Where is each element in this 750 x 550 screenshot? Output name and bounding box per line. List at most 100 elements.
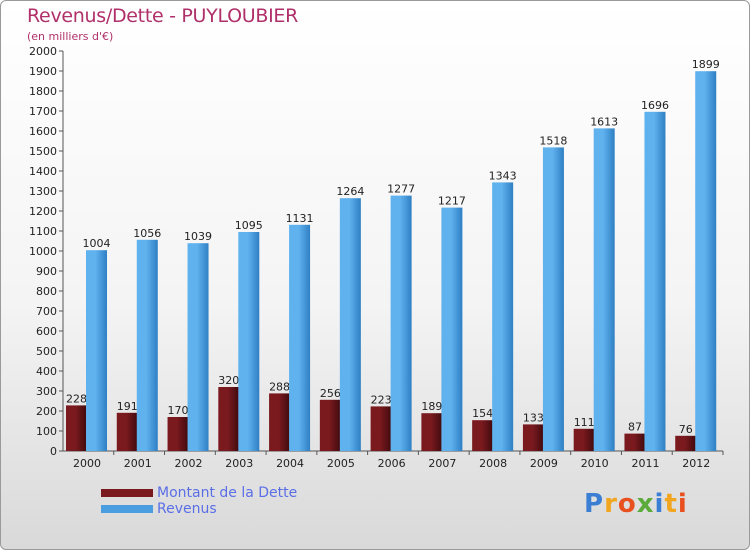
data-label-dette: 170 bbox=[168, 404, 189, 417]
y-tick-label: 1400 bbox=[29, 165, 57, 178]
data-label-dette: 320 bbox=[218, 374, 239, 387]
bar-revenus bbox=[339, 198, 361, 451]
bar-revenus bbox=[644, 111, 666, 452]
logo-letter: i bbox=[677, 489, 688, 519]
y-tick-label: 800 bbox=[36, 285, 57, 298]
bar-dette bbox=[218, 387, 240, 451]
legend-label-revenus: Revenus bbox=[157, 501, 217, 517]
y-tick-label: 1900 bbox=[29, 65, 57, 78]
data-label-revenus: 1095 bbox=[235, 219, 263, 232]
x-tick-label: 2005 bbox=[327, 457, 355, 470]
bar-revenus bbox=[136, 239, 158, 451]
data-label-revenus: 1696 bbox=[641, 99, 669, 112]
y-tick-label: 1300 bbox=[29, 185, 57, 198]
bar-revenus bbox=[238, 232, 260, 451]
logo-letter: P bbox=[584, 489, 605, 519]
y-tick-label: 2000 bbox=[29, 45, 57, 58]
y-tick-label: 1700 bbox=[29, 105, 57, 118]
bar-revenus bbox=[492, 182, 514, 451]
bar-dette bbox=[624, 433, 646, 451]
y-tick-label: 900 bbox=[36, 265, 57, 278]
data-label-dette: 133 bbox=[523, 411, 544, 424]
bar-revenus bbox=[695, 71, 717, 451]
bar-dette bbox=[116, 412, 138, 451]
chart-title: Revenus/Dette - PUYLOUBIER bbox=[27, 5, 298, 27]
data-label-revenus: 1217 bbox=[438, 195, 466, 208]
chart-subtitle: (en milliers d'€) bbox=[27, 30, 114, 43]
x-tick-label: 2006 bbox=[378, 457, 406, 470]
x-tick-label: 2004 bbox=[276, 457, 304, 470]
data-label-dette: 228 bbox=[66, 392, 87, 405]
y-tick-label: 0 bbox=[50, 445, 57, 458]
data-label-dette: 87 bbox=[628, 421, 642, 434]
logo-letter: r bbox=[604, 489, 618, 519]
bar-dette bbox=[66, 405, 87, 451]
bar-dette bbox=[269, 393, 291, 451]
bar-dette bbox=[167, 417, 189, 451]
y-tick-label: 1800 bbox=[29, 85, 57, 98]
x-tick-label: 2001 bbox=[124, 457, 152, 470]
bar-dette bbox=[472, 420, 494, 451]
y-tick-label: 700 bbox=[36, 305, 57, 318]
x-tick-label: 2008 bbox=[479, 457, 507, 470]
data-label-revenus: 1613 bbox=[590, 115, 618, 128]
data-label-revenus: 1004 bbox=[83, 237, 111, 250]
bar-dette bbox=[370, 406, 392, 451]
data-label-dette: 288 bbox=[269, 380, 290, 393]
bar-dette bbox=[522, 424, 544, 451]
data-label-revenus: 1343 bbox=[489, 169, 517, 182]
y-tick-label: 1600 bbox=[29, 125, 57, 138]
logo-letter: x bbox=[636, 489, 655, 519]
x-tick-label: 2002 bbox=[175, 457, 203, 470]
bar-dette bbox=[573, 428, 595, 451]
data-label-revenus: 1277 bbox=[387, 183, 415, 196]
logo-letter: t bbox=[664, 489, 678, 519]
y-tick-label: 600 bbox=[36, 325, 57, 338]
data-label-dette: 154 bbox=[472, 407, 493, 420]
y-tick-label: 400 bbox=[36, 365, 57, 378]
y-tick-label: 1100 bbox=[29, 225, 57, 238]
x-tick-label: 2000 bbox=[73, 457, 101, 470]
y-tick-label: 200 bbox=[36, 405, 57, 418]
x-tick-label: 2009 bbox=[530, 457, 558, 470]
data-label-revenus: 1264 bbox=[336, 185, 364, 198]
bar-dette bbox=[421, 413, 443, 451]
logo-letter: o bbox=[617, 489, 637, 519]
x-tick-label: 2007 bbox=[428, 457, 456, 470]
bar-revenus bbox=[289, 224, 311, 451]
bar-revenus bbox=[441, 207, 463, 451]
data-label-revenus: 1056 bbox=[133, 227, 161, 240]
x-tick-label: 2011 bbox=[631, 457, 659, 470]
data-label-dette: 256 bbox=[320, 387, 341, 400]
y-tick-label: 1500 bbox=[29, 145, 57, 158]
data-label-dette: 111 bbox=[574, 416, 595, 429]
x-tick-label: 2012 bbox=[682, 457, 710, 470]
data-label-dette: 76 bbox=[679, 423, 693, 436]
data-label-dette: 189 bbox=[421, 400, 442, 413]
legend-swatch-revenus bbox=[101, 505, 153, 513]
data-label-revenus: 1131 bbox=[286, 212, 314, 225]
logo-letter: i bbox=[654, 489, 665, 519]
proxiti-logo: Proxiti bbox=[584, 489, 688, 519]
data-label-dette: 223 bbox=[371, 393, 392, 406]
data-label-revenus: 1039 bbox=[184, 230, 212, 243]
data-label-revenus: 1899 bbox=[692, 58, 720, 71]
legend-swatch-dette bbox=[101, 489, 153, 497]
bar-revenus bbox=[542, 147, 564, 451]
x-tick-label: 2010 bbox=[581, 457, 609, 470]
y-tick-label: 100 bbox=[36, 425, 57, 438]
bar-revenus bbox=[187, 243, 209, 451]
legend-label-dette: Montant de la Dette bbox=[157, 485, 298, 501]
bar-dette bbox=[675, 435, 697, 451]
y-tick-label: 1000 bbox=[29, 245, 57, 258]
y-tick-label: 1200 bbox=[29, 205, 57, 218]
data-label-dette: 191 bbox=[117, 400, 138, 413]
y-tick-label: 300 bbox=[36, 385, 57, 398]
y-tick-label: 500 bbox=[36, 345, 57, 358]
x-tick-label: 2003 bbox=[225, 457, 253, 470]
bar-revenus bbox=[390, 195, 412, 451]
bar-revenus bbox=[86, 250, 107, 451]
bar-revenus bbox=[593, 128, 615, 451]
